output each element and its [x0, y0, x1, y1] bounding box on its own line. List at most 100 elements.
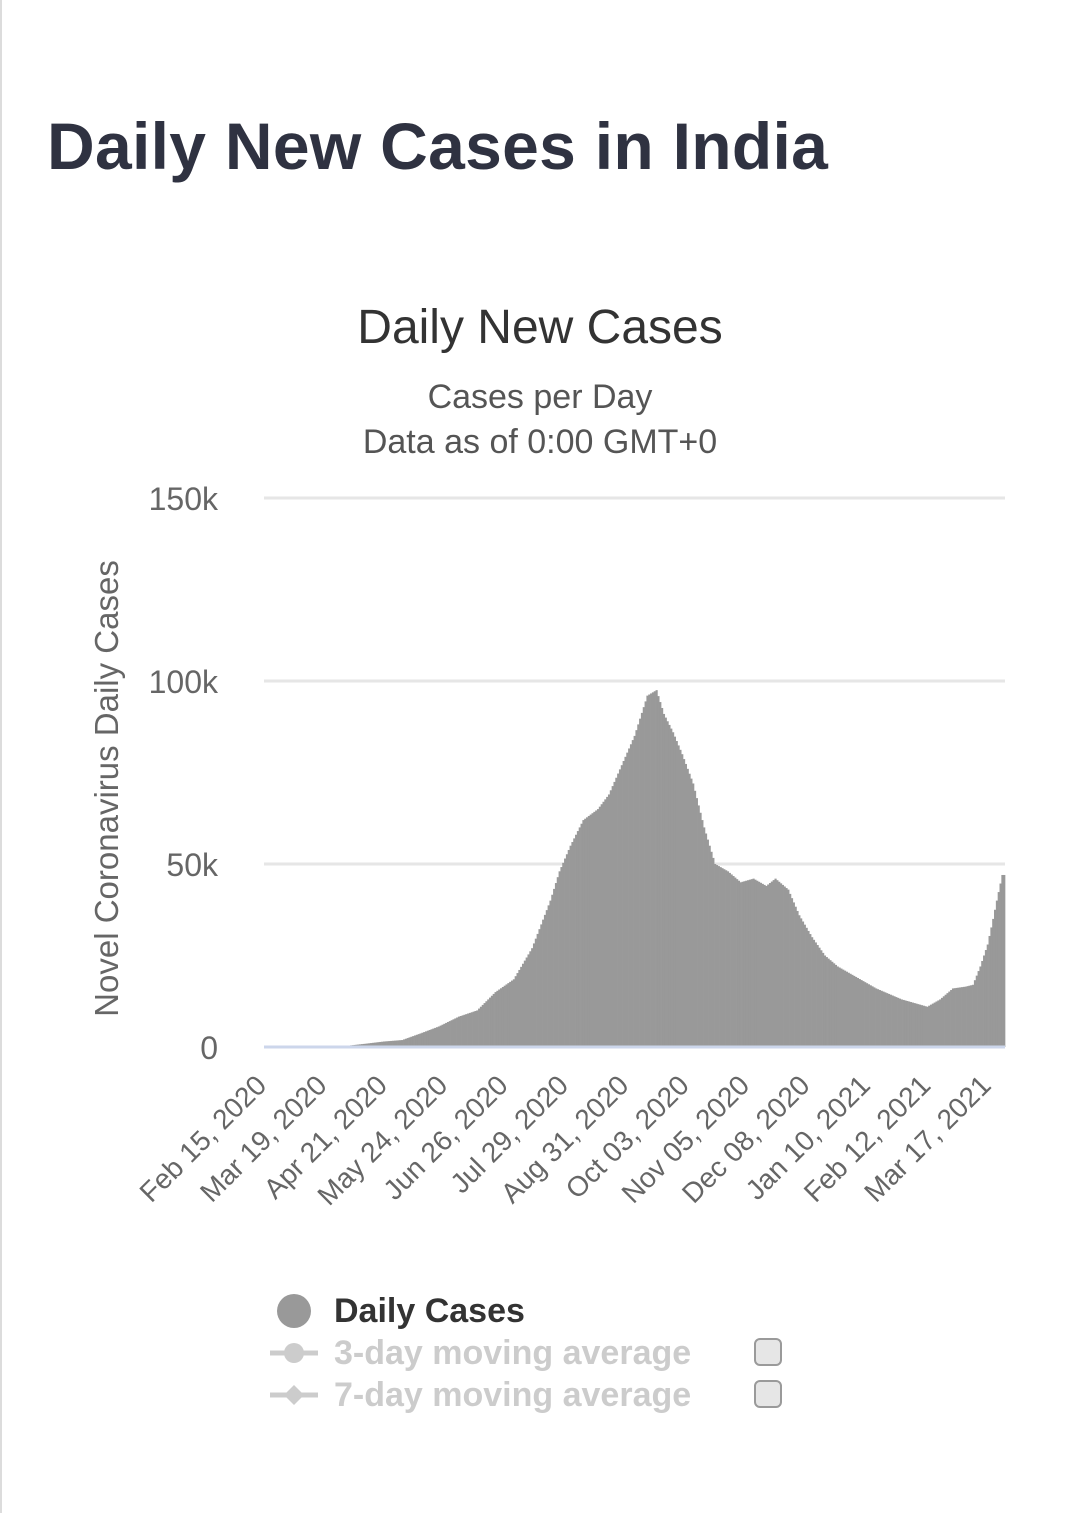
bar[interactable]: [514, 976, 517, 1047]
bar[interactable]: [395, 1040, 398, 1047]
bar[interactable]: [763, 884, 766, 1047]
bar[interactable]: [598, 806, 601, 1047]
bar[interactable]: [833, 963, 836, 1047]
bar[interactable]: [849, 973, 852, 1047]
bar[interactable]: [869, 985, 872, 1047]
bar[interactable]: [425, 1031, 428, 1047]
bar[interactable]: [972, 984, 975, 1047]
bar[interactable]: [479, 1006, 483, 1047]
bar[interactable]: [750, 879, 753, 1047]
bar[interactable]: [748, 879, 752, 1047]
bar[interactable]: [375, 1042, 378, 1047]
bar[interactable]: [681, 754, 684, 1047]
bar[interactable]: [521, 963, 525, 1047]
bar[interactable]: [854, 976, 858, 1047]
bar[interactable]: [470, 1012, 473, 1047]
bar[interactable]: [446, 1022, 450, 1047]
bar[interactable]: [776, 880, 779, 1047]
bar[interactable]: [803, 924, 806, 1047]
bar[interactable]: [511, 980, 514, 1047]
bar[interactable]: [865, 983, 869, 1047]
bar[interactable]: [693, 790, 697, 1047]
bar[interactable]: [736, 879, 739, 1047]
bar[interactable]: [640, 712, 644, 1047]
bar[interactable]: [940, 997, 944, 1047]
bar[interactable]: [609, 790, 612, 1047]
bar[interactable]: [968, 985, 971, 1047]
bar[interactable]: [459, 1016, 462, 1047]
bar[interactable]: [666, 721, 669, 1047]
bar[interactable]: [653, 691, 656, 1047]
bar[interactable]: [558, 871, 561, 1047]
bar[interactable]: [500, 988, 503, 1047]
bar[interactable]: [659, 702, 662, 1047]
bar[interactable]: [946, 993, 949, 1047]
bar[interactable]: [774, 878, 777, 1047]
bar[interactable]: [801, 921, 805, 1047]
bar[interactable]: [364, 1043, 367, 1047]
bar[interactable]: [1003, 874, 1006, 1047]
bar[interactable]: [408, 1037, 411, 1047]
checkbox-7-day-average[interactable]: [754, 1380, 782, 1408]
bar[interactable]: [379, 1041, 382, 1047]
legend-item-7-day-average[interactable]: 7-day moving average: [268, 1374, 828, 1416]
bar[interactable]: [675, 741, 678, 1047]
bar[interactable]: [915, 1003, 918, 1047]
bar[interactable]: [602, 801, 605, 1047]
bar[interactable]: [441, 1024, 444, 1047]
bar[interactable]: [706, 839, 709, 1047]
bar[interactable]: [931, 1003, 934, 1047]
bar[interactable]: [457, 1016, 461, 1047]
bar[interactable]: [779, 883, 783, 1047]
bar[interactable]: [368, 1043, 371, 1047]
bar[interactable]: [377, 1042, 380, 1047]
bar[interactable]: [478, 1008, 481, 1047]
bar[interactable]: [386, 1041, 389, 1047]
bar[interactable]: [415, 1034, 419, 1047]
bar[interactable]: [520, 966, 523, 1047]
bar[interactable]: [448, 1021, 451, 1047]
bar[interactable]: [516, 973, 519, 1047]
bar[interactable]: [509, 981, 512, 1047]
bar[interactable]: [454, 1018, 457, 1047]
bar[interactable]: [532, 943, 536, 1047]
bar[interactable]: [461, 1015, 464, 1047]
bar[interactable]: [501, 986, 505, 1047]
bar[interactable]: [423, 1032, 426, 1047]
bar[interactable]: [747, 880, 750, 1047]
bar[interactable]: [831, 961, 834, 1047]
bar[interactable]: [924, 1006, 927, 1047]
bar[interactable]: [483, 1003, 486, 1047]
bar[interactable]: [496, 990, 499, 1047]
bar[interactable]: [672, 732, 675, 1047]
bar[interactable]: [430, 1029, 433, 1047]
bar[interactable]: [406, 1038, 409, 1047]
bar[interactable]: [992, 918, 995, 1047]
bar[interactable]: [725, 870, 728, 1047]
bar[interactable]: [554, 883, 558, 1047]
bar[interactable]: [807, 930, 810, 1047]
bar[interactable]: [679, 749, 682, 1047]
bar[interactable]: [781, 884, 784, 1047]
bar[interactable]: [399, 1040, 402, 1047]
bar[interactable]: [586, 817, 589, 1047]
bar[interactable]: [589, 814, 592, 1047]
bar[interactable]: [891, 995, 894, 1048]
bar[interactable]: [655, 690, 658, 1047]
bar[interactable]: [538, 929, 541, 1047]
bar[interactable]: [902, 999, 905, 1047]
bar[interactable]: [507, 983, 510, 1047]
bar[interactable]: [966, 986, 969, 1047]
bar[interactable]: [531, 948, 534, 1047]
bar[interactable]: [573, 838, 576, 1047]
bar[interactable]: [465, 1014, 468, 1047]
bar[interactable]: [397, 1040, 400, 1047]
bar[interactable]: [677, 745, 680, 1047]
bar[interactable]: [728, 872, 731, 1047]
bar[interactable]: [983, 955, 986, 1048]
bar[interactable]: [617, 773, 620, 1047]
bar[interactable]: [935, 1001, 938, 1047]
bar[interactable]: [895, 997, 898, 1047]
bar[interactable]: [518, 969, 521, 1047]
bar[interactable]: [708, 845, 711, 1047]
